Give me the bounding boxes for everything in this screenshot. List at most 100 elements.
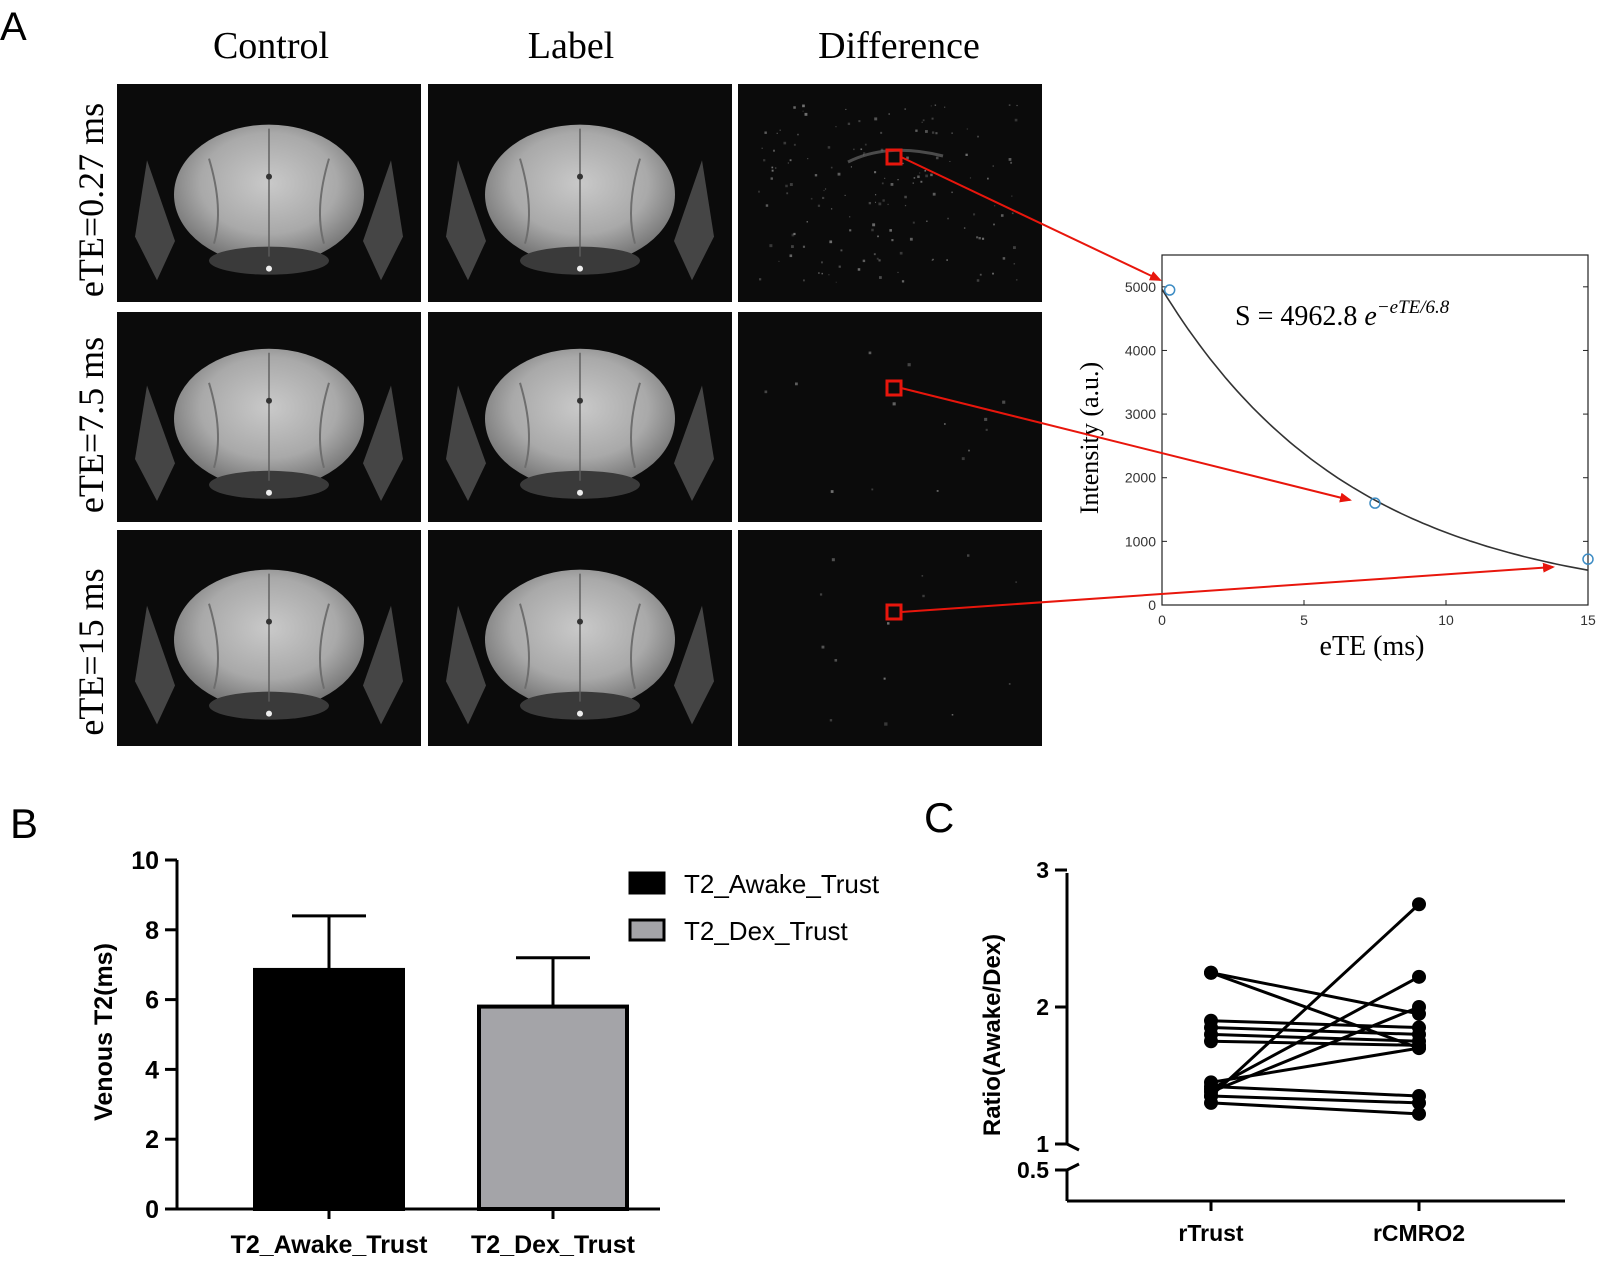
ratio-category-label-0: rTrust (1178, 1220, 1244, 1246)
panel-b: B Venous T2(ms) 0 2 4 6 8 10 T2_Awake_Trust T2_… (10, 800, 880, 1259)
bar-category-label-1: T2_Dex_Trust (471, 1231, 636, 1259)
ratio-pair-line-2 (1210, 1019, 1420, 1030)
noise-speck (802, 279, 805, 282)
ratio-point-rcmro2-12 (1412, 1106, 1426, 1121)
column-title-difference: Difference (818, 25, 980, 67)
noise-speck (824, 188, 827, 190)
noise-speck (789, 183, 793, 186)
noise-speck (965, 153, 968, 156)
bar-ytick-label: 2 (145, 1126, 159, 1154)
noise-speck (828, 274, 830, 276)
noise-speck (876, 257, 879, 260)
panel-letter-b: B (10, 800, 38, 847)
mri-sulcus-right (319, 382, 330, 469)
noise-speck (789, 254, 793, 258)
noise-speck (931, 131, 935, 134)
ratio-point-rcmro2-9 (1412, 1000, 1426, 1014)
panel-a: A Control Label Difference eTE=0.27 ms e… (0, 5, 1596, 746)
noise-speck (968, 449, 970, 452)
mri-tissue-left (446, 385, 486, 501)
noise-speck (973, 213, 976, 216)
noise-speck (774, 167, 777, 169)
noise-speck (931, 117, 934, 120)
inset-point-0 (1163, 284, 1176, 296)
noise-speck (871, 228, 874, 232)
mri-vessel (266, 397, 272, 404)
noise-speck (1002, 400, 1006, 404)
legend-swatch-1 (628, 918, 666, 942)
noise-speck (787, 162, 789, 164)
noise-speck (892, 402, 896, 406)
mri-sulcus-left (208, 382, 219, 469)
inset-data-points (1163, 284, 1594, 565)
mri-panel-r0-c1 (428, 84, 732, 302)
mri-bright-spot (266, 710, 272, 717)
panel-c: C Ratio(Awake/Dex) 0.51 2 3 rTrust rCMRO2 (924, 794, 1565, 1246)
noise-speck (1013, 263, 1016, 265)
fit-equation-prefix: S = 4962.8 (1235, 301, 1364, 332)
mri-tissue-left (135, 385, 175, 501)
noise-speck (1011, 195, 1013, 197)
ratio-pair-line-4 (1210, 1032, 1420, 1043)
noise-speck (847, 122, 851, 126)
noise-speck (963, 227, 966, 229)
noise-speck (772, 149, 775, 152)
noise-speck (874, 171, 877, 174)
noise-speck (1008, 683, 1011, 685)
mri-panel-r1-c0 (117, 312, 421, 522)
inset-xtick-label: 10 (1438, 612, 1454, 628)
mri-vessel (577, 397, 583, 404)
mri-image-grid (117, 84, 1042, 746)
noise-speck (779, 129, 781, 131)
noise-speck (1011, 212, 1014, 215)
ratio-category-label-1: rCMRO2 (1373, 1220, 1465, 1246)
row-label-1: eTE=7.5 ms (71, 337, 111, 513)
ratio-pair-line-7 (1210, 1084, 1420, 1098)
noise-speck (758, 278, 762, 281)
mri-brain-base (209, 246, 329, 275)
noise-speck (976, 279, 980, 282)
noise-speck (902, 162, 904, 165)
noise-speck (887, 622, 890, 625)
noise-speck (821, 261, 823, 264)
noise-speck (951, 713, 954, 716)
mri-vessel (577, 618, 583, 625)
noise-speck (930, 173, 933, 177)
ratio-pair-line-0 (1210, 971, 1420, 1050)
mri-panel-r2-c0 (117, 530, 421, 746)
noise-speck (1002, 257, 1006, 260)
mri-panel-r0-c0 (117, 84, 421, 302)
noise-speck (764, 390, 768, 394)
noise-speck (793, 143, 796, 146)
mri-sulcus-left (519, 603, 530, 689)
noise-speck (1013, 246, 1016, 250)
ratio-point-rcmro2-6 (1412, 1041, 1426, 1056)
noise-speck (806, 221, 809, 223)
legend-swatch-0 (628, 871, 666, 895)
noise-speck (849, 216, 851, 218)
noise-speck (785, 184, 788, 188)
noise-speck (850, 166, 853, 168)
noise-speck (763, 159, 766, 162)
mri-vessel (266, 173, 272, 180)
mri-brain-base (209, 691, 329, 720)
ratio-pair-line-3 (1210, 1026, 1420, 1036)
ratio-chart-ylabel: Ratio(Awake/Dex) (979, 934, 1006, 1136)
noise-speck (906, 156, 909, 160)
mri-tissue-left (446, 160, 486, 281)
noise-speck (770, 177, 773, 180)
bar-chart: 0 2 4 6 8 10 T2_Awake_Trust T2_Dex_Trust T2_Awak… (131, 847, 880, 1259)
mri-background (738, 530, 1042, 746)
noise-speck (1008, 158, 1012, 161)
noise-speck (814, 174, 818, 177)
noise-speck (935, 156, 939, 160)
inset-xtick-label: 5 (1300, 612, 1308, 628)
panel-letter-a: A (0, 5, 27, 49)
noise-speck (1015, 581, 1018, 584)
noise-speck (837, 172, 841, 176)
noise-speck (935, 132, 938, 135)
noise-speck (978, 236, 981, 240)
noise-speck (992, 272, 994, 275)
noise-speck (840, 249, 843, 252)
